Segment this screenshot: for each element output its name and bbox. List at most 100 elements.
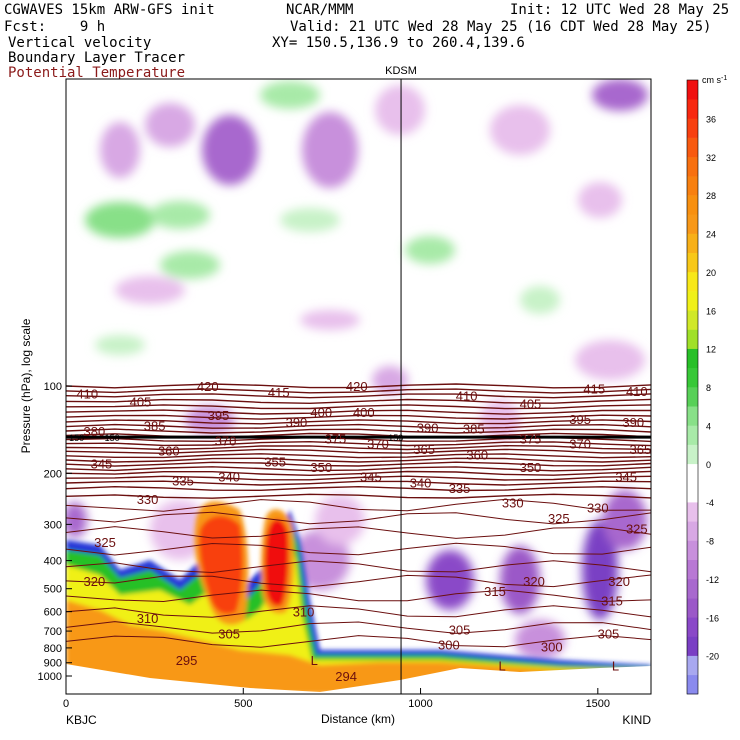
colorbar-swatch xyxy=(687,674,698,695)
y-tick-label: 700 xyxy=(44,626,62,638)
colorbar-label: 12 xyxy=(706,345,716,355)
colorbar-swatch xyxy=(687,598,698,618)
y-tick-label: 600 xyxy=(44,607,62,619)
colorbar-swatch xyxy=(687,636,698,656)
colorbar-swatch xyxy=(687,367,698,388)
theta-contour-label: 395 xyxy=(569,412,591,427)
colorbar-swatch xyxy=(687,463,698,484)
y-tick-label: 800 xyxy=(44,643,62,655)
theta-line xyxy=(66,466,651,472)
vv-blob xyxy=(95,335,145,355)
theta-contour-label: L xyxy=(311,653,318,668)
vv-blob xyxy=(85,202,155,238)
vv-blob xyxy=(260,81,320,109)
y-tick-label: 300 xyxy=(44,519,62,531)
vv-blob xyxy=(405,236,455,264)
theta-line xyxy=(66,475,651,481)
theta-contour-label: 320 xyxy=(84,574,106,589)
colorbar: -20 -16 -12 -8 -4 0 4 8 12 16 20 24 28 32 36 xyxy=(686,79,719,695)
theta-line xyxy=(66,453,651,459)
field-potential-temperature: Potential Temperature xyxy=(8,65,186,81)
vv-blob xyxy=(480,400,520,440)
theta-line xyxy=(66,444,651,451)
theta-contour-label: 345 xyxy=(91,456,113,471)
theta-contour-label: 415 xyxy=(268,385,290,400)
colorbar-swatch xyxy=(687,540,698,560)
colorbar-label: 36 xyxy=(706,114,716,124)
tracer-shade xyxy=(199,515,243,614)
theta-contour-label: 355 xyxy=(264,454,286,469)
theta-contour-label: 375 xyxy=(325,432,347,447)
theta-contour-label: 385 xyxy=(144,419,166,434)
theta-contour-label: 295 xyxy=(176,653,198,668)
theta-line xyxy=(66,621,651,634)
vv-blob xyxy=(582,520,618,620)
theta-contour-label: 305 xyxy=(218,627,240,642)
theta-line xyxy=(66,526,651,539)
colorbar-swatch xyxy=(687,118,698,138)
x-start-label: KBJC xyxy=(66,713,97,727)
colorbar-swatch xyxy=(687,425,698,445)
tracer-shade xyxy=(66,600,651,694)
colorbar-label: 32 xyxy=(706,153,716,163)
vv-blob xyxy=(150,201,210,229)
valid-time: Valid: 21 UTC Wed 28 May 25 (16 CDT Wed … xyxy=(290,19,712,35)
theta-line xyxy=(66,414,651,420)
colorbar-label: 4 xyxy=(706,421,711,431)
vertical-velocity-shading xyxy=(66,79,648,660)
boundary-layer-tracer-shading xyxy=(66,501,651,694)
x-axis: 0 500 1000 1500 xyxy=(63,688,610,710)
forecast-hour: Fcst: 9 h xyxy=(4,19,106,35)
theta-contour-label: 310 xyxy=(137,611,159,626)
colorbar-label: 28 xyxy=(706,191,716,201)
theta-contour-label: 345 xyxy=(360,469,382,484)
theta-line xyxy=(66,574,651,588)
theta-line xyxy=(66,589,651,603)
theta-contour-label: 375 xyxy=(520,432,542,447)
colorbar-label: 20 xyxy=(706,268,716,278)
colorbar-label: 16 xyxy=(706,306,716,316)
vv-blob xyxy=(115,276,185,304)
colorbar-unit: cm s-1 xyxy=(702,75,727,85)
theta-contour-label: 350 xyxy=(520,460,542,475)
x-axis-title: Distance (km) xyxy=(321,712,395,726)
vv-blob xyxy=(578,182,622,218)
theta-line xyxy=(66,383,651,389)
theta-contour-label: 420 xyxy=(197,379,219,394)
y-tick-label: 200 xyxy=(44,468,62,480)
colorbar-label: -12 xyxy=(706,575,719,585)
theta-line xyxy=(66,470,651,477)
colorbar-swatch xyxy=(687,521,698,541)
tropopause-label: 150 xyxy=(69,433,84,443)
colorbar-unit-exponent: -1 xyxy=(721,75,727,82)
theta-contour-label: 370 xyxy=(367,437,389,452)
theta-line xyxy=(66,605,651,618)
colorbar-swatch xyxy=(687,482,698,503)
vv-blob xyxy=(575,340,645,380)
station-label: KDSM xyxy=(385,65,417,77)
colorbar-label: -4 xyxy=(706,498,714,508)
theta-contour-label: 340 xyxy=(410,475,432,490)
vv-blob xyxy=(520,286,560,314)
colorbar-swatch xyxy=(687,214,698,234)
theta-contour-label: 380 xyxy=(84,424,106,439)
vv-blob xyxy=(66,502,87,538)
colorbar-swatch xyxy=(687,502,698,522)
theta-contour-label: 330 xyxy=(502,495,524,510)
theta-contour-label: 320 xyxy=(608,574,630,589)
tropopause-label: 150 xyxy=(105,433,120,443)
vv-blob xyxy=(490,105,550,155)
theta-contour-label: 330 xyxy=(137,492,159,507)
theta-contour-label: 395 xyxy=(208,408,230,423)
tracer-shade xyxy=(264,518,289,607)
theta-line xyxy=(66,404,651,410)
colorbar-swatch xyxy=(687,233,698,253)
theta-contour-label: 400 xyxy=(310,405,332,420)
field-vertical-velocity: Vertical velocity xyxy=(8,35,152,51)
colorbar-swatch xyxy=(687,559,698,580)
y-axis-title: Pressure (hPa), log scale xyxy=(19,318,33,453)
